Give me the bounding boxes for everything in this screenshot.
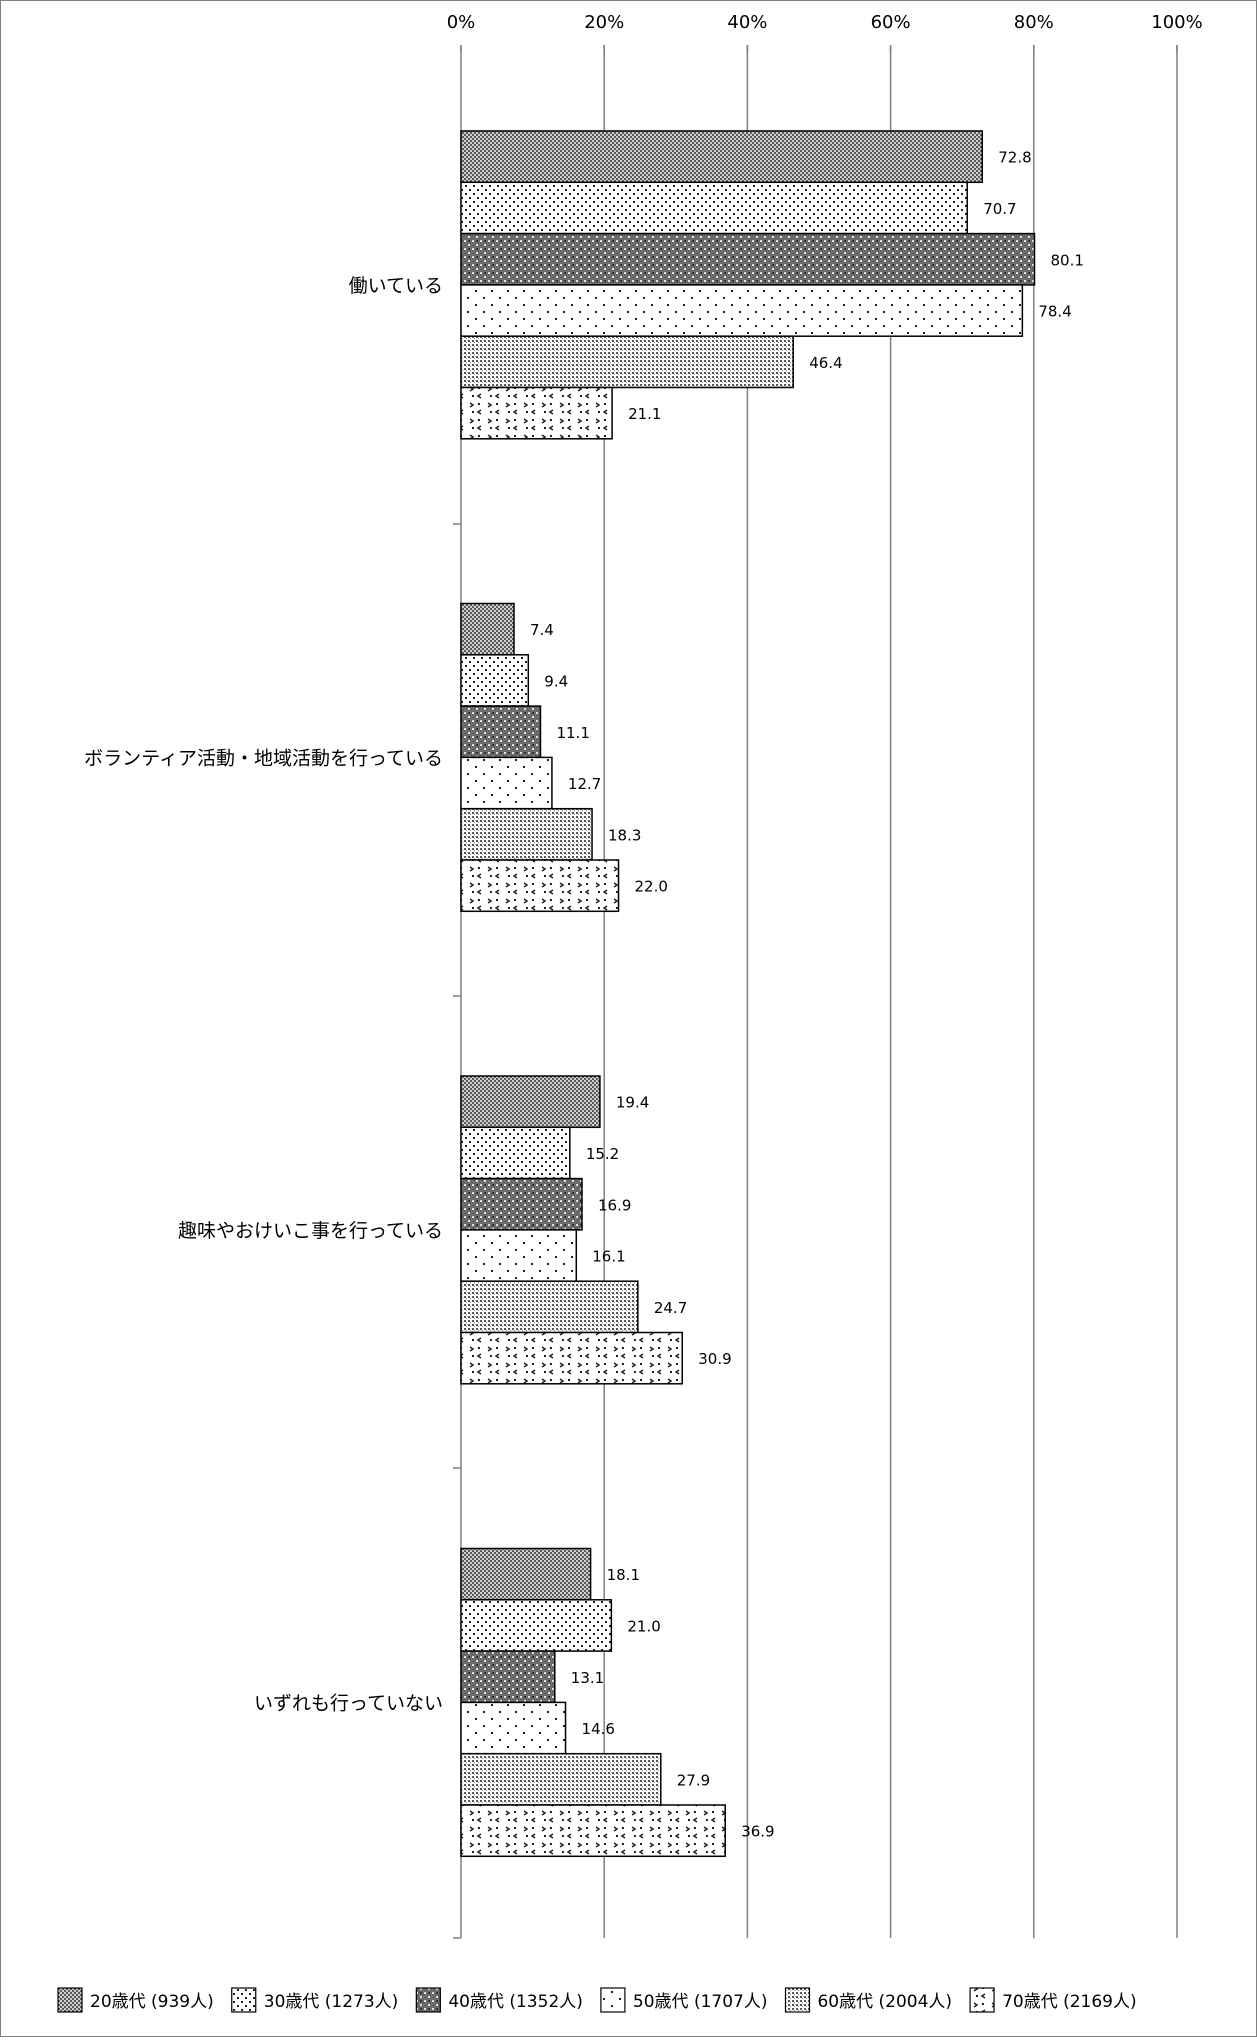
legend-label: 40歳代 (1352人) xyxy=(448,1992,583,2012)
bar xyxy=(460,1804,726,1858)
data-label: 36.9 xyxy=(741,1823,774,1841)
data-label: 18.3 xyxy=(608,826,641,844)
bar xyxy=(460,705,542,759)
bar xyxy=(460,807,593,861)
x-tick-label: 80% xyxy=(1014,12,1054,33)
data-label: 46.4 xyxy=(809,354,842,372)
data-label: 16.9 xyxy=(598,1196,631,1214)
legend-label: 30歳代 (1273人) xyxy=(264,1992,399,2012)
bar xyxy=(460,1126,571,1180)
data-label: 18.1 xyxy=(607,1566,640,1584)
x-tick-label: 100% xyxy=(1151,12,1202,33)
bar xyxy=(460,1650,556,1704)
data-label: 7.4 xyxy=(530,621,554,639)
data-label: 13.1 xyxy=(571,1669,604,1687)
legend-item: 60歳代 (2004人) xyxy=(784,1987,952,2013)
category-label: 働いている xyxy=(349,275,443,297)
legend-swatch xyxy=(969,1987,995,2013)
legend-swatch xyxy=(784,1987,811,2013)
data-label: 12.7 xyxy=(568,775,601,793)
bar xyxy=(460,386,613,440)
bar xyxy=(460,1177,583,1231)
bar xyxy=(460,1280,639,1334)
x-tick-label: 0% xyxy=(447,12,476,33)
bar xyxy=(460,1701,567,1755)
x-tick-label: 60% xyxy=(871,12,911,33)
legend-swatch xyxy=(231,1987,257,2013)
category-label: 趣味やおけいこ事を行っている xyxy=(178,1220,443,1242)
data-label: 15.2 xyxy=(586,1145,619,1163)
bar xyxy=(460,1229,578,1282)
legend-swatch xyxy=(415,1987,441,2013)
data-label: 24.7 xyxy=(654,1299,687,1317)
data-label: 9.4 xyxy=(544,672,568,690)
legend-item: 40歳代 (1352人) xyxy=(415,1987,583,2013)
bar xyxy=(460,1752,662,1806)
legend-swatch xyxy=(600,1987,626,2013)
data-label: 16.1 xyxy=(592,1248,625,1266)
data-label: 21.0 xyxy=(627,1617,660,1635)
bar xyxy=(460,1075,601,1129)
bar xyxy=(460,284,1024,337)
x-tick-label: 20% xyxy=(584,12,624,33)
data-label: 14.6 xyxy=(582,1720,615,1738)
legend-label: 50歳代 (1707人) xyxy=(633,1992,768,2012)
data-label: 19.4 xyxy=(616,1094,649,1112)
data-label: 78.4 xyxy=(1038,303,1071,321)
data-label: 80.1 xyxy=(1051,251,1084,269)
legend-swatch xyxy=(57,1987,83,2013)
data-label: 30.9 xyxy=(698,1350,731,1368)
bar xyxy=(460,181,968,235)
data-label: 72.8 xyxy=(998,149,1031,167)
bar xyxy=(460,1331,683,1385)
legend-label: 70歳代 (2169人) xyxy=(1002,1992,1137,2012)
bar xyxy=(460,130,983,184)
legend-label: 20歳代 (939人) xyxy=(90,1992,214,2012)
data-label: 27.9 xyxy=(677,1771,710,1789)
data-label: 70.7 xyxy=(983,200,1016,218)
bar xyxy=(460,1547,592,1601)
bar xyxy=(460,335,794,389)
x-tick-label: 40% xyxy=(727,12,767,33)
legend-item: 70歳代 (2169人) xyxy=(969,1987,1137,2013)
legend-item: 20歳代 (939人) xyxy=(57,1987,214,2013)
legend-item: 30歳代 (1273人) xyxy=(231,1987,399,2013)
data-label: 22.0 xyxy=(635,878,668,896)
bar xyxy=(460,602,515,656)
bar xyxy=(460,232,1036,286)
legend-label: 60歳代 (2004人) xyxy=(817,1992,952,2012)
category-label: いずれも行っていない xyxy=(254,1692,443,1714)
bar xyxy=(460,1599,613,1652)
data-label: 11.1 xyxy=(556,724,589,742)
bar xyxy=(460,756,553,810)
bar xyxy=(460,859,620,913)
category-label: ボランティア活動・地域活動を行っている xyxy=(84,747,443,769)
legend-item: 50歳代 (1707人) xyxy=(600,1987,768,2013)
bar xyxy=(460,654,530,707)
data-label: 21.1 xyxy=(628,405,661,423)
